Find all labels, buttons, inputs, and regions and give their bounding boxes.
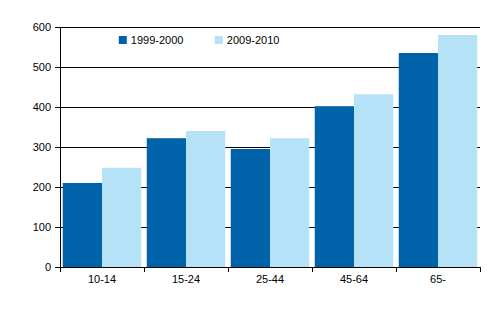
bar bbox=[231, 149, 270, 267]
bar bbox=[270, 138, 309, 267]
x-tick-label: 25-44 bbox=[256, 273, 284, 285]
y-tick-mark bbox=[55, 227, 60, 228]
category-separator bbox=[60, 267, 61, 272]
y-tick-label: 500 bbox=[33, 61, 51, 73]
y-tick-mark bbox=[55, 267, 60, 268]
legend: 1999-2000 2009-2010 bbox=[119, 34, 280, 46]
x-tick: 15-24 bbox=[172, 273, 200, 285]
x-axis: 10-14 15-24 25-44 45-64 65- bbox=[60, 267, 481, 285]
y-tick: 100 bbox=[33, 221, 60, 233]
y-tick-label: 200 bbox=[33, 181, 51, 193]
y-tick-label: 300 bbox=[33, 141, 51, 153]
x-tick: 25-44 bbox=[256, 273, 284, 285]
x-tick-label: 15-24 bbox=[172, 273, 200, 285]
legend-label: 1999-2000 bbox=[131, 34, 184, 46]
category-separator bbox=[312, 267, 313, 272]
y-tick-label: 600 bbox=[33, 21, 51, 33]
bar bbox=[102, 168, 141, 267]
legend-swatch bbox=[119, 36, 127, 44]
x-tick: 10-14 bbox=[88, 273, 116, 285]
category-separator bbox=[228, 267, 229, 272]
category-separator bbox=[480, 267, 481, 272]
bar bbox=[186, 131, 225, 267]
x-tick-label: 10-14 bbox=[88, 273, 116, 285]
legend-item: 1999-2000 bbox=[119, 34, 184, 46]
y-tick: 600 bbox=[33, 21, 60, 33]
category-separator bbox=[144, 267, 145, 272]
y-tick-mark bbox=[55, 27, 60, 28]
legend-label: 2009-2010 bbox=[227, 34, 280, 46]
x-axis-line bbox=[61, 267, 481, 268]
y-tick-label: 0 bbox=[45, 261, 51, 273]
chart: 0 100 200 300 400 500 600 10-14 15-24 25-44 45-64 6… bbox=[0, 0, 489, 329]
x-tick-label: 65- bbox=[430, 273, 446, 285]
y-tick-mark bbox=[55, 147, 60, 148]
y-tick-mark bbox=[55, 107, 60, 108]
bar bbox=[315, 106, 354, 267]
bars bbox=[63, 35, 478, 267]
y-tick-label: 400 bbox=[33, 101, 51, 113]
y-tick: 400 bbox=[33, 101, 60, 113]
y-tick: 200 bbox=[33, 181, 60, 193]
y-axis: 0 100 200 300 400 500 600 bbox=[33, 21, 61, 273]
legend-swatch bbox=[215, 36, 223, 44]
plot: 0 100 200 300 400 500 600 10-14 15-24 25-44 45-64 6… bbox=[33, 21, 481, 285]
bar bbox=[438, 35, 477, 267]
y-tick-label: 100 bbox=[33, 221, 51, 233]
x-tick: 65- bbox=[430, 273, 446, 285]
y-tick: 500 bbox=[33, 61, 60, 73]
x-tick: 45-64 bbox=[340, 273, 368, 285]
series bbox=[63, 53, 438, 267]
bar bbox=[354, 94, 393, 267]
grid-line bbox=[60, 27, 480, 28]
category-separator bbox=[396, 267, 397, 272]
y-tick-mark bbox=[55, 187, 60, 188]
bar bbox=[399, 53, 438, 267]
grid bbox=[60, 27, 480, 267]
bar bbox=[63, 183, 102, 267]
bar bbox=[147, 138, 186, 267]
y-tick-mark bbox=[55, 67, 60, 68]
y-tick: 300 bbox=[33, 141, 60, 153]
x-tick-label: 45-64 bbox=[340, 273, 368, 285]
series bbox=[102, 35, 477, 267]
y-axis-line bbox=[55, 28, 61, 268]
legend-item: 2009-2010 bbox=[215, 34, 280, 46]
y-tick: 0 bbox=[45, 261, 60, 273]
